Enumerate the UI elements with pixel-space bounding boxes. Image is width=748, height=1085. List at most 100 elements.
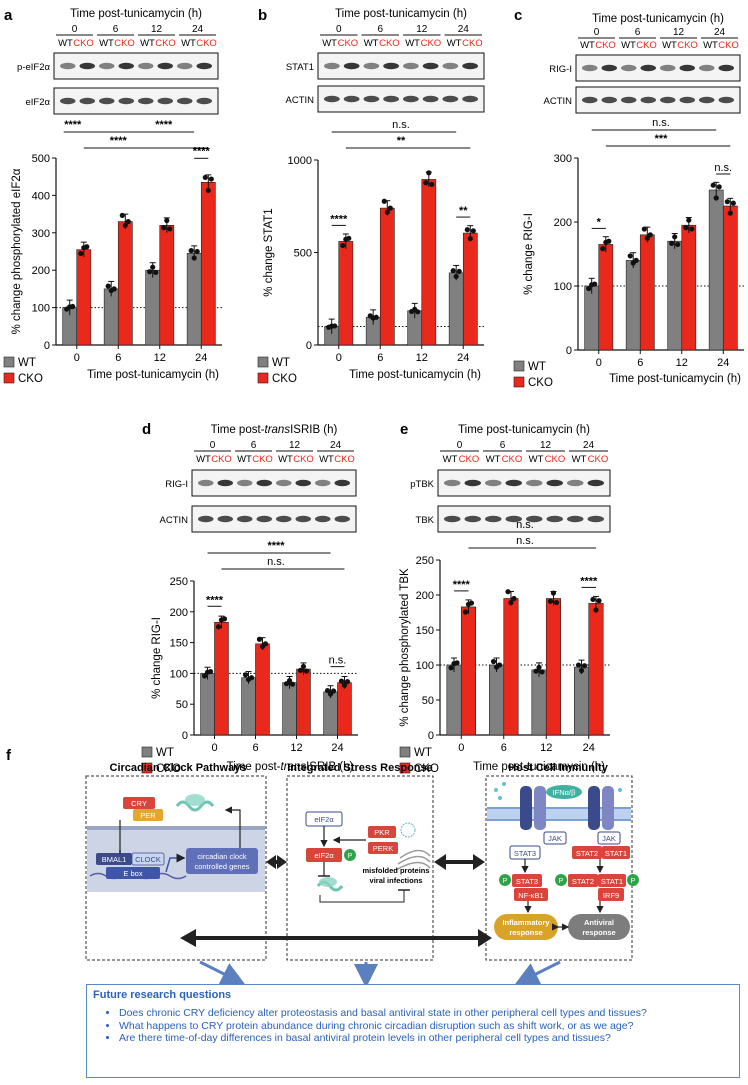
data-point	[464, 227, 470, 233]
blot-cko-label: CKO	[595, 40, 616, 51]
blot-wt-label: WT	[278, 454, 293, 465]
er-membrane-icon	[395, 849, 431, 871]
data-point	[242, 672, 249, 678]
blot-band	[295, 479, 311, 487]
immunity-box	[485, 775, 633, 961]
bar-cko	[214, 621, 229, 736]
blot-wt-label: WT	[529, 454, 544, 465]
per-label: PER	[140, 811, 156, 820]
legend-label-wt: WT	[414, 747, 432, 759]
data-point	[683, 225, 689, 231]
panel-letter-f: f	[6, 747, 12, 764]
data-point	[256, 636, 263, 642]
blot-band	[343, 95, 360, 103]
blot-band	[177, 97, 193, 105]
data-point	[453, 273, 459, 280]
blot-time-label: 0	[210, 440, 216, 451]
blot-band	[363, 62, 380, 70]
significance-label: *	[597, 216, 602, 228]
significance-label: **	[459, 205, 468, 217]
blot-band	[699, 64, 715, 72]
bar-cko	[159, 225, 175, 346]
legend-swatch-cko	[513, 376, 525, 388]
blot-band	[444, 515, 461, 523]
antiviral-label-1: Antiviral	[584, 918, 614, 927]
blot-row-label: RIG-I	[549, 64, 572, 75]
data-point	[644, 235, 650, 241]
data-point	[202, 174, 208, 181]
bar-wt	[241, 677, 256, 736]
bar-cko	[503, 598, 519, 736]
significance-label: ****	[453, 579, 471, 591]
virus-icon	[400, 822, 416, 838]
pkr-protein	[368, 826, 396, 838]
data-point	[262, 641, 269, 647]
bar-cko	[200, 182, 216, 346]
blot-band	[660, 64, 676, 72]
eif2a-label: eIF2α	[314, 815, 334, 824]
blot-band	[526, 515, 543, 523]
x-tick-label: 6	[115, 352, 121, 364]
blot-band	[640, 64, 656, 72]
data-point	[215, 624, 222, 630]
y-axis-label: % change phosphorylated TBK	[399, 568, 411, 727]
data-point	[191, 255, 197, 261]
legend-swatch-wt	[513, 360, 525, 372]
blot-band	[79, 62, 95, 70]
x-axis-label: Time post-transISRIB (h)	[227, 761, 354, 773]
blot-band	[464, 515, 481, 523]
significance-label: ****	[64, 119, 82, 131]
inflammatory-response	[494, 914, 558, 940]
bar-wt	[186, 253, 202, 346]
peif2a-label: eIF2α	[314, 851, 334, 860]
bar-cko	[545, 598, 561, 736]
bar-cko	[639, 234, 655, 351]
data-point	[533, 668, 539, 674]
data-point	[539, 669, 545, 675]
blot-band	[237, 515, 253, 523]
panel-letter-c: c	[514, 7, 522, 24]
data-point	[332, 323, 338, 329]
significance-label: ****	[155, 119, 173, 131]
blot-row-label: p-eIF2α	[17, 62, 50, 73]
y-tick-label: 50	[176, 699, 188, 711]
y-tick-label: 100	[554, 281, 572, 293]
blot-cko-label: CKO	[114, 38, 135, 49]
blot-time-label: 6	[113, 24, 119, 35]
bar-cko	[588, 603, 604, 736]
legend-label-cko: CKO	[272, 373, 297, 385]
misfolded-label-1: misfolded proteins	[362, 866, 429, 875]
blot-time-label: 6	[377, 24, 383, 35]
data-point	[344, 678, 351, 685]
data-point	[505, 589, 511, 595]
data-point	[429, 181, 435, 187]
ifn-receptor-icon	[588, 786, 600, 830]
blot-band	[587, 515, 604, 523]
title-immunity: Host Cell Immunity	[508, 762, 609, 774]
data-point	[153, 269, 159, 276]
genes-label-1: circadian clock	[197, 852, 246, 861]
data-point	[713, 195, 719, 201]
data-point	[384, 209, 390, 215]
blot-wt-label: WT	[447, 38, 462, 49]
data-point	[578, 667, 585, 674]
bar-wt	[488, 664, 505, 736]
blot-time-label: 6	[500, 440, 506, 451]
data-point	[536, 664, 542, 670]
bar-wt	[531, 669, 547, 736]
legend-swatch-cko	[141, 762, 153, 774]
blot-image-1	[317, 85, 485, 113]
panel-letter-b: b	[258, 7, 267, 24]
blot-band	[138, 97, 154, 105]
blot-cko-label: CKO	[293, 454, 314, 465]
data-point	[303, 668, 310, 674]
data-point	[297, 667, 304, 674]
bar-cko	[337, 682, 352, 736]
blot-band	[462, 62, 478, 70]
data-point	[633, 257, 639, 263]
blot-band	[546, 479, 563, 487]
data-point	[286, 677, 293, 684]
data-point	[669, 240, 675, 246]
y-tick-label: 100	[170, 668, 188, 680]
